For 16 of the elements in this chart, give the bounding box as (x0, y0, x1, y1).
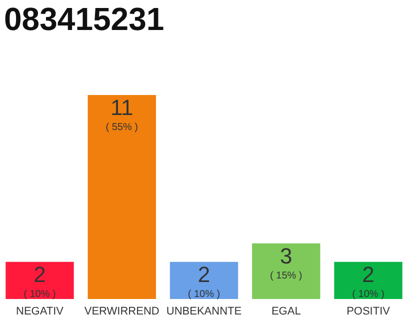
x-tick-label: NEGATIV (16, 306, 64, 318)
data-label: 11 (110, 95, 134, 120)
annotation: ( 10% ) (352, 288, 384, 300)
annotation: ( 10% ) (24, 288, 56, 300)
data-label: 2 (198, 262, 210, 287)
x-tick-label: EGAL (271, 306, 301, 318)
annotation: ( 55% ) (106, 122, 138, 133)
data-label: 3 (280, 243, 292, 268)
x-tick-label: POSITIV (346, 306, 391, 318)
annotation: ( 15% ) (270, 270, 302, 282)
x-tick-label: UNBEKANNTE (166, 306, 242, 318)
chart-title: 083415231 (4, 1, 164, 37)
annotation: ( 10% ) (188, 288, 220, 300)
data-label: 2 (34, 262, 46, 287)
data-label: 2 (362, 262, 374, 287)
x-tick-label: VERWIRREND (84, 306, 160, 318)
